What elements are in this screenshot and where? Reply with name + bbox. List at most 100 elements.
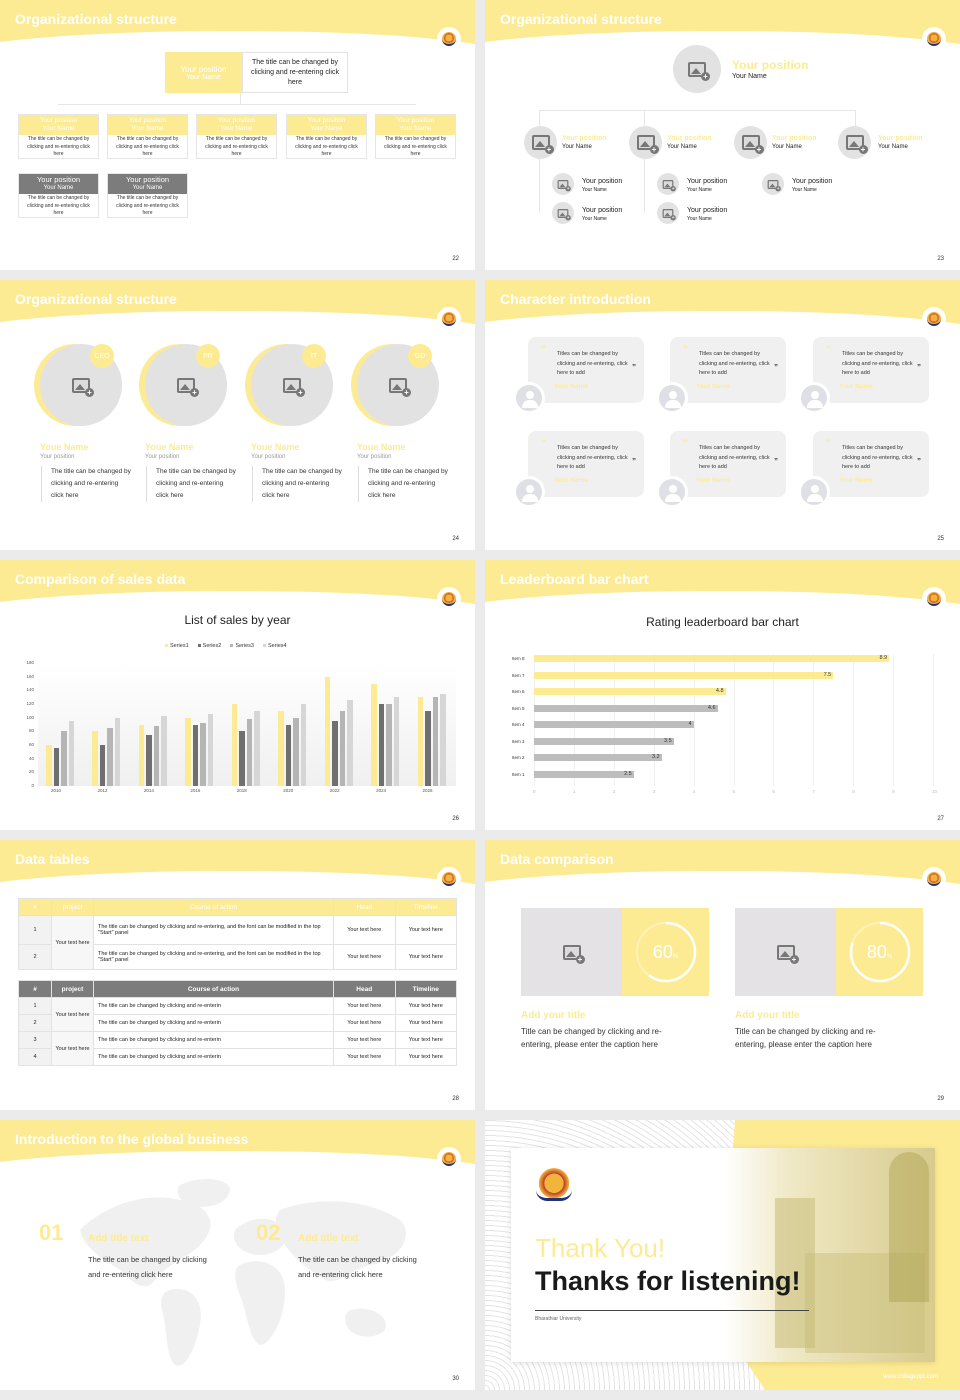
org-card[interactable]: Your position Your Name The title can be c… (196, 114, 277, 159)
name-label: Your Name (582, 216, 607, 222)
position-label: Your position (792, 178, 833, 185)
slide-26[interactable]: Comparison of sales data List of sales b… (0, 560, 475, 830)
bar (347, 699, 353, 786)
photo-placeholder[interactable] (673, 45, 721, 93)
name-label: Your Name (687, 187, 712, 193)
table-row[interactable]: 1 Your text here The title can be change… (18, 915, 457, 970)
slide-23[interactable]: Organizational structure Your position Yo… (485, 0, 960, 270)
col-header: Head (333, 980, 396, 998)
y-axis: 0 20 40 60 80 100 120 140 160 180 (20, 660, 36, 788)
org-sub-card[interactable]: Your position Your Name The title can be c… (107, 173, 188, 218)
item-text: The title can be changed by clicking and… (88, 1255, 207, 1279)
table-row[interactable]: 2 The title can be changed by clicking a… (18, 1014, 457, 1032)
slide-31[interactable]: Thank You! Thanks for listening! Bharath… (485, 1120, 960, 1390)
percent-value: 60% (652, 941, 679, 962)
slide-title: Data tables (15, 851, 90, 867)
slide-22[interactable]: Organizational structure Your position Yo… (0, 0, 475, 270)
bar-value-label: 4.8 (715, 688, 724, 694)
x-tick-label: 2024 (376, 788, 387, 793)
quote-card[interactable]: “ Titles can be changed by clicking and r… (670, 431, 786, 497)
bar (432, 697, 439, 786)
cell-num: 1 (18, 997, 52, 1015)
cell-timeline: Your text here (394, 997, 457, 1015)
slide-title: Comparison of sales data (15, 571, 186, 587)
org-card[interactable]: Your position Your Name The title can be c… (375, 114, 456, 159)
comparison-box[interactable]: 60% (521, 908, 709, 996)
cell-course: The title can be changed by clicking and… (93, 1048, 334, 1066)
org-top-box[interactable]: Your position Your Name The title can be … (165, 52, 348, 93)
gridline (613, 654, 615, 786)
name-label: Your Name (562, 144, 592, 150)
slide-header: Organizational structure (485, 0, 960, 46)
slide-24[interactable]: Organizational structure CEO PR IT GD Yo… (0, 280, 475, 550)
photo-placeholder[interactable] (251, 344, 333, 426)
image-add-icon (636, 135, 659, 154)
cell-num: 4 (18, 1048, 52, 1066)
quote-card[interactable]: “ Titles can be changed by clicking and r… (813, 337, 929, 403)
percent-value: 80% (866, 941, 893, 962)
table-row[interactable]: 2 The title can be changed by clicking a… (18, 944, 457, 970)
open-quote-icon: “ (541, 344, 546, 355)
bar-value-label: 3.2 (652, 754, 660, 760)
page-number: 25 (937, 536, 944, 542)
slide-27[interactable]: Leaderboard bar chart Rating leaderboard… (485, 560, 960, 830)
col-header: # (18, 898, 52, 916)
table-row[interactable]: 3 Your text here The title can be change… (18, 1031, 457, 1066)
photo-placeholder[interactable] (521, 908, 622, 996)
person-info: Youe Name Your position The title can be c… (251, 442, 343, 502)
photo-placeholder[interactable] (552, 173, 574, 195)
name-label: Your Name (582, 187, 607, 193)
open-quote-icon: “ (826, 344, 831, 355)
cell-num: 3 (18, 1031, 52, 1049)
slide-header: Comparison of sales data (0, 560, 475, 606)
bar (114, 718, 121, 786)
photo-placeholder[interactable] (734, 126, 767, 159)
table-row[interactable]: 4 The title can be changed by clicking a… (18, 1048, 457, 1066)
photo-placeholder[interactable] (838, 126, 871, 159)
column-chart (38, 663, 456, 786)
bar (107, 727, 113, 786)
quote-card[interactable]: “ Titles can be changed by clicking and r… (670, 337, 786, 403)
comparison-box[interactable]: 80% (735, 908, 923, 996)
item-title: Add title text (298, 1233, 359, 1244)
gridline (893, 654, 895, 786)
x-tick-label: 2026 (422, 788, 433, 793)
open-quote-icon: “ (541, 438, 546, 449)
photo-placeholder[interactable] (657, 202, 679, 224)
bar (300, 704, 307, 786)
y-tick-label: 140 (26, 687, 34, 693)
position-label: Your position (687, 207, 728, 214)
position-label: Your position (251, 454, 286, 460)
org-sub-card[interactable]: Your position Your Name The title can be c… (18, 173, 99, 218)
open-quote-icon: “ (683, 344, 688, 355)
university-logo (437, 307, 461, 331)
quote-card[interactable]: “ Titles can be changed by clicking and r… (528, 431, 644, 497)
position-label: Your position (582, 207, 623, 214)
photo-placeholder[interactable] (629, 126, 662, 159)
photo-placeholder[interactable] (735, 908, 836, 996)
photo-placeholder[interactable] (524, 126, 557, 159)
slide-29[interactable]: Data comparison 60% Add your title Title… (485, 840, 960, 1110)
y-category-label: Item 5 (512, 705, 525, 711)
bar (185, 717, 191, 786)
cell-project: Your text here (51, 997, 94, 1032)
website-link[interactable]: www.collegeppt.com (883, 1374, 938, 1380)
slide-28[interactable]: Data tables # project Course of action H… (0, 840, 475, 1110)
quote-card[interactable]: “ Titles can be changed by clicking and r… (528, 337, 644, 403)
org-card[interactable]: Your position Your Name The title can be c… (107, 114, 188, 159)
photo-placeholder[interactable] (657, 173, 679, 195)
slide-30[interactable]: Introduction to the global business 01 A… (0, 1120, 475, 1390)
photo-placeholder[interactable] (762, 173, 784, 195)
org-card[interactable]: Your position Your Name The title can be c… (286, 114, 367, 159)
quote-card[interactable]: “ Titles can be changed by clicking and r… (813, 431, 929, 497)
quote-text: Titles can be changed by clicking and re… (699, 445, 770, 470)
slide-25[interactable]: Character introduction “ Titles can be ch… (485, 280, 960, 550)
bar (293, 717, 299, 786)
y-tick-label: 120 (26, 701, 34, 706)
col-header: project (51, 980, 94, 998)
table-row[interactable]: 1 Your text here The title can be change… (18, 997, 457, 1032)
close-quote-icon: ” (632, 457, 636, 466)
name-label: Youe Name (251, 442, 300, 452)
org-card[interactable]: Your position Your Name The title can be c… (18, 114, 99, 159)
photo-placeholder[interactable] (552, 202, 574, 224)
